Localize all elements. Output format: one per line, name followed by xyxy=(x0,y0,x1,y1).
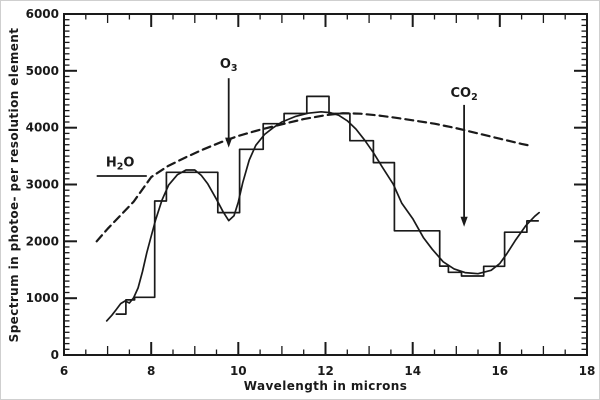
y-tick-label: 0 xyxy=(51,348,59,362)
y-tick-label: 2000 xyxy=(26,234,59,248)
x-axis-title: Wavelength in microns xyxy=(243,379,408,393)
y-tick-label: 6000 xyxy=(26,7,59,21)
y-axis: 0 1000 2000 3000 4000 5000 6000 xyxy=(26,7,587,362)
x-tick-label: 18 xyxy=(579,364,596,378)
o3-label: O3 xyxy=(220,57,238,74)
smoothed-model-curve xyxy=(105,110,540,322)
plot-frame xyxy=(63,13,588,356)
atmospheric-continuum-dashed xyxy=(95,112,533,243)
x-tick-label: 6 xyxy=(60,364,68,378)
x-axis: 6 8 10 12 14 16 18 xyxy=(60,14,596,378)
y-tick-label: 4000 xyxy=(26,121,59,135)
y-axis-title: Spectrum in photoe- per resolution eleme… xyxy=(7,27,21,343)
observed-spectrum-histogram xyxy=(115,95,540,315)
x-tick-label: 8 xyxy=(147,364,155,378)
x-tick-label: 14 xyxy=(404,364,421,378)
x-tick-label: 12 xyxy=(317,364,334,378)
co2-label-annotation: CO2 xyxy=(450,86,478,227)
co2-label-arrowhead xyxy=(460,216,468,227)
o3-label-annotation: O3 xyxy=(220,57,238,148)
co2-label: CO2 xyxy=(450,86,477,103)
h2o-label: H2O xyxy=(106,155,135,172)
y-tick-label: 1000 xyxy=(26,291,59,305)
o3-label-arrowhead xyxy=(225,137,233,148)
x-tick-label: 16 xyxy=(491,364,508,378)
x-tick-label: 10 xyxy=(230,364,247,378)
y-tick-label: 5000 xyxy=(26,64,59,78)
y-tick-label: 3000 xyxy=(26,178,59,192)
h2o-label-annotation: H2O xyxy=(96,155,147,177)
